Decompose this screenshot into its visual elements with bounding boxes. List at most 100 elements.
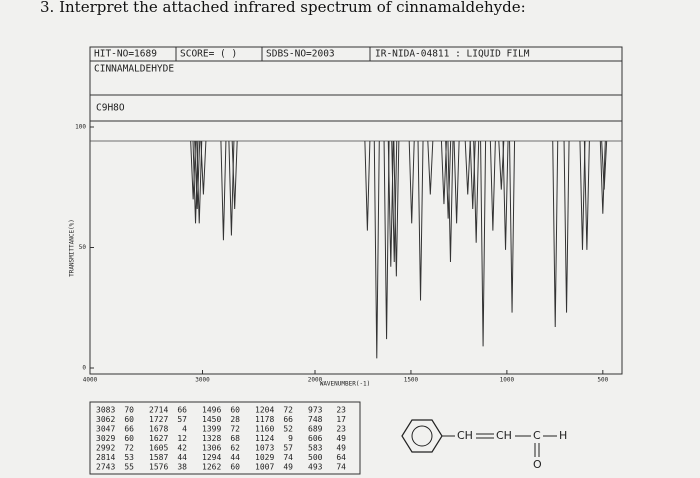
formula: C9H8O <box>96 103 125 114</box>
score: SCORE= ( ) <box>180 49 237 60</box>
peak-wavenumber: 493 <box>308 463 323 472</box>
peak <box>427 140 434 195</box>
atom-label: H <box>559 429 567 442</box>
peak-wavenumber: 1678 <box>149 425 168 434</box>
y-tick-label: 0 <box>82 365 86 372</box>
peak <box>196 140 203 224</box>
x-tick-label: 500 <box>597 377 608 384</box>
peak <box>194 140 201 209</box>
peak <box>447 140 454 262</box>
peak-wavenumber: 1073 <box>255 444 274 453</box>
peak-transmittance: 72 <box>124 444 134 453</box>
sdbs-number: SDBS-NO=2003 <box>266 49 335 60</box>
peak-wavenumber: 1727 <box>149 415 168 424</box>
atom-label: CH <box>496 429 512 442</box>
peak-transmittance: 60 <box>230 463 240 472</box>
peak-transmittance: 60 <box>124 434 134 443</box>
peak-transmittance: 66 <box>283 415 293 424</box>
peak-transmittance: 68 <box>230 434 240 443</box>
peak-transmittance: 72 <box>230 425 240 434</box>
atom-label: C <box>533 429 541 442</box>
peak-wavenumber: 3062 <box>96 415 115 424</box>
peak <box>445 140 452 219</box>
peak-transmittance: 4 <box>182 425 187 434</box>
compound-name: CINNAMALDEHYDE <box>94 64 174 75</box>
peak-wavenumber: 2714 <box>149 406 168 415</box>
peak-transmittance: 52 <box>283 425 293 434</box>
structure: CH CH C H O <box>401 419 567 471</box>
peak-transmittance: 57 <box>283 444 293 453</box>
peak <box>583 140 590 250</box>
peak <box>364 140 371 231</box>
peak-wavenumber: 1328 <box>202 434 221 443</box>
peak-transmittance: 66 <box>177 406 187 415</box>
peak <box>408 140 415 224</box>
aromatic-circle <box>411 425 433 447</box>
peak-wavenumber: 1262 <box>202 463 221 472</box>
atom-label: O <box>533 458 542 471</box>
peak-wavenumber: 1450 <box>202 415 221 424</box>
peak <box>473 140 480 243</box>
peak <box>489 140 496 231</box>
peak-wavenumber: 1605 <box>149 444 168 453</box>
peak-transmittance: 44 <box>177 453 187 462</box>
peak-transmittance: 28 <box>230 415 240 424</box>
peak <box>440 140 447 205</box>
peak <box>373 140 380 359</box>
question: 3. Interpret the attached infrared spect… <box>40 0 526 16</box>
peak-transmittance: 49 <box>336 444 346 453</box>
peak-transmittance: 62 <box>230 444 240 453</box>
benzene-ring <box>401 419 443 453</box>
peak-transmittance: 17 <box>336 415 346 424</box>
peak-wavenumber: 606 <box>308 434 323 443</box>
peak-transmittance: 72 <box>283 406 293 415</box>
peak-wavenumber: 973 <box>308 406 323 415</box>
x-axis-label: WAVENUMBER(-1) <box>320 381 371 388</box>
peak <box>502 140 509 250</box>
peak-wavenumber: 2743 <box>96 463 115 472</box>
peak-transmittance: 9 <box>288 434 293 443</box>
peak-transmittance: 74 <box>336 463 346 472</box>
peak <box>393 140 400 277</box>
y-tick-label: 50 <box>79 244 87 251</box>
peak-transmittance: 57 <box>177 415 187 424</box>
peak <box>563 140 570 313</box>
peak-wavenumber: 3083 <box>96 406 115 415</box>
x-tick-label: 1500 <box>404 377 419 384</box>
peak-transmittance: 66 <box>124 425 134 434</box>
peak <box>383 140 390 340</box>
peak-wavenumber: 3047 <box>96 425 115 434</box>
x-tick-label: 3000 <box>195 377 210 384</box>
peak-wavenumber: 1160 <box>255 425 274 434</box>
x-tick-label: 4000 <box>83 377 98 384</box>
peak-transmittance: 12 <box>177 434 187 443</box>
peak-transmittance: 55 <box>124 463 134 472</box>
peak-transmittance: 23 <box>336 425 346 434</box>
y-tick-label: 100 <box>75 124 86 131</box>
peak-wavenumber: 2814 <box>96 453 115 462</box>
peak-wavenumber: 2992 <box>96 444 115 453</box>
peak <box>391 140 398 262</box>
peak-wavenumber: 1007 <box>255 463 274 472</box>
peak-transmittance: 38 <box>177 463 187 472</box>
peak-transmittance: 42 <box>177 444 187 453</box>
plot-frame <box>89 120 623 375</box>
peak <box>231 140 238 209</box>
peak <box>509 140 516 313</box>
peak-wavenumber: 748 <box>308 415 323 424</box>
peak <box>601 140 608 190</box>
peak <box>200 140 207 195</box>
peak-wavenumber: 1576 <box>149 463 168 472</box>
peak-transmittance: 49 <box>336 434 346 443</box>
peak-transmittance: 70 <box>124 406 134 415</box>
x-tick-label: 1000 <box>500 377 515 384</box>
atom-label: CH <box>457 429 473 442</box>
peak-wavenumber: 1587 <box>149 453 168 462</box>
peak-wavenumber: 1627 <box>149 434 168 443</box>
peak-wavenumber: 1124 <box>255 434 274 443</box>
peak <box>220 140 227 241</box>
peak-wavenumber: 500 <box>308 453 323 462</box>
peak <box>599 140 606 214</box>
peak-transmittance: 60 <box>230 406 240 415</box>
